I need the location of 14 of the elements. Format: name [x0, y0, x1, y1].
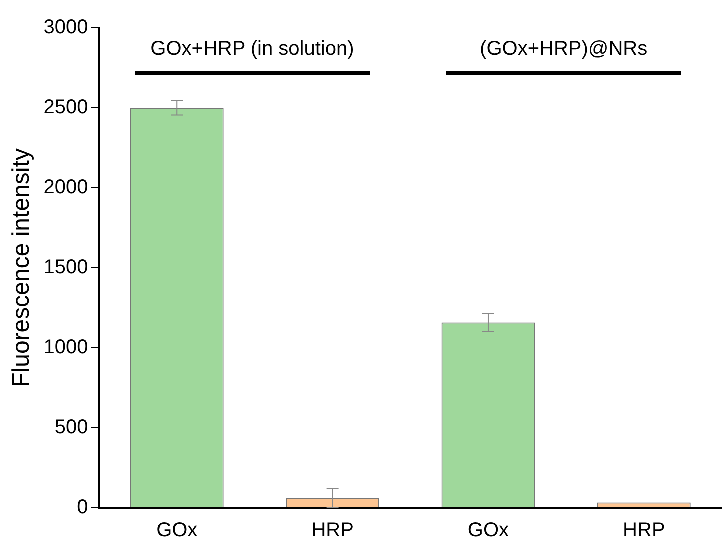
y-tick-label: 500 — [54, 416, 88, 439]
annotation: (GOx+HRP)@NRs — [480, 38, 648, 60]
x-tick-label: HRP — [312, 520, 354, 542]
annotation: GOx+HRP (in solution) — [150, 38, 354, 60]
x-tick-label: GOx — [156, 520, 198, 542]
y-tick-label: 2000 — [44, 176, 88, 199]
y-axis-title: Fluorescence intensity — [8, 148, 36, 388]
x-tick-label: GOx — [468, 520, 510, 542]
y-tick-label: 1500 — [44, 256, 88, 279]
y-tick-label: 2500 — [44, 96, 88, 119]
y-tick-label: 0 — [77, 496, 88, 519]
x-tick-label: HRP — [623, 520, 666, 542]
y-tick-label: 1000 — [44, 336, 88, 359]
y-tick-label: 3000 — [44, 16, 88, 39]
